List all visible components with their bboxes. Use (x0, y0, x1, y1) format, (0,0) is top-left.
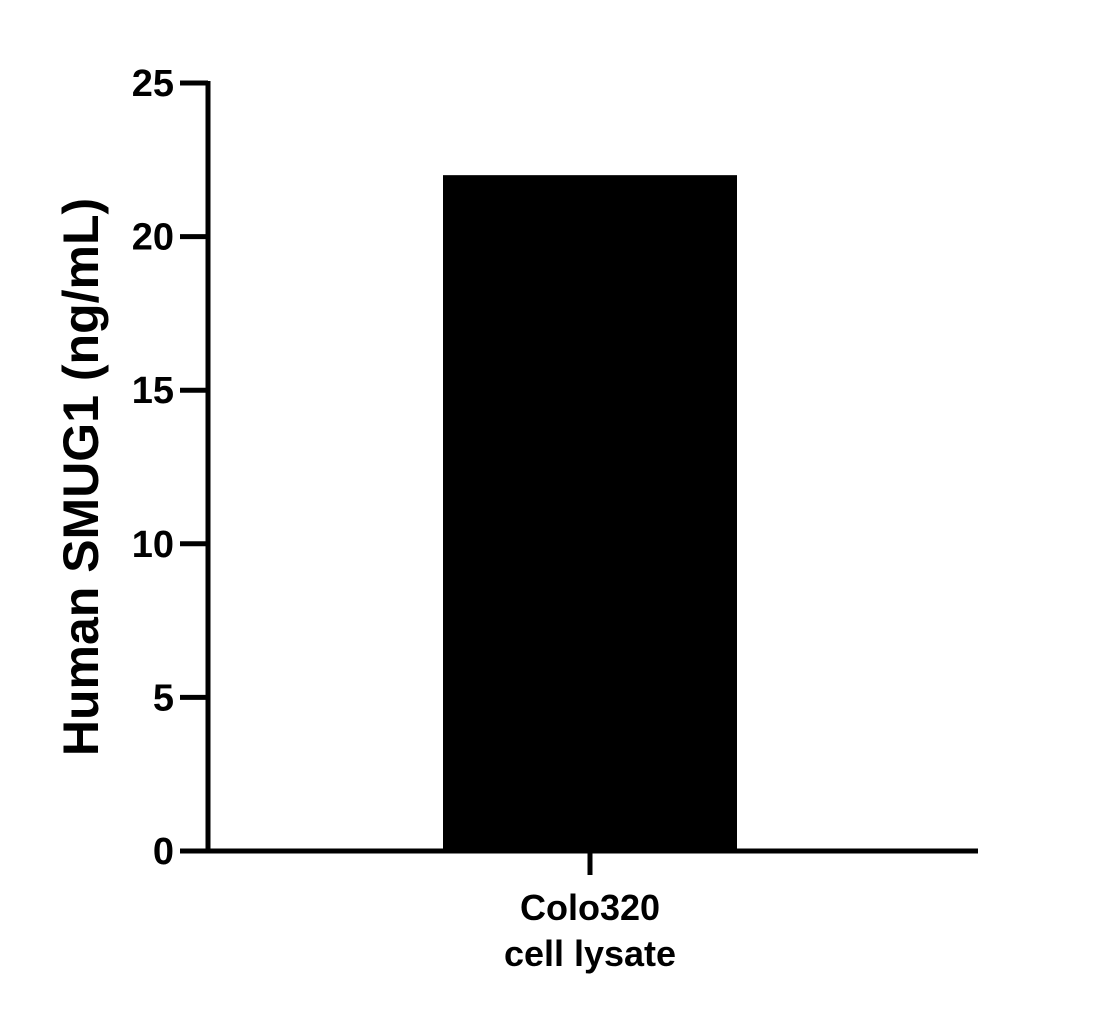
y-tick-label: 0 (153, 831, 174, 873)
y-tick-label: 25 (132, 63, 174, 105)
axes-group (180, 81, 978, 854)
y-ticks-group: 0 5 10 15 20 25 (132, 63, 208, 873)
y-tick-label: 20 (132, 217, 174, 259)
y-tick-label: 5 (153, 677, 174, 719)
y-axis-title: Human SMUG1 (ng/mL) (53, 198, 109, 756)
y-tick-label: 15 (132, 370, 174, 412)
x-tick-label: cell lysate (504, 933, 676, 974)
x-tick-label: Colo320 (520, 887, 660, 928)
bars-group (443, 175, 737, 851)
y-tick-label: 10 (132, 524, 174, 566)
x-ticks-group: Colo320 cell lysate (504, 851, 676, 974)
bar (443, 175, 737, 851)
